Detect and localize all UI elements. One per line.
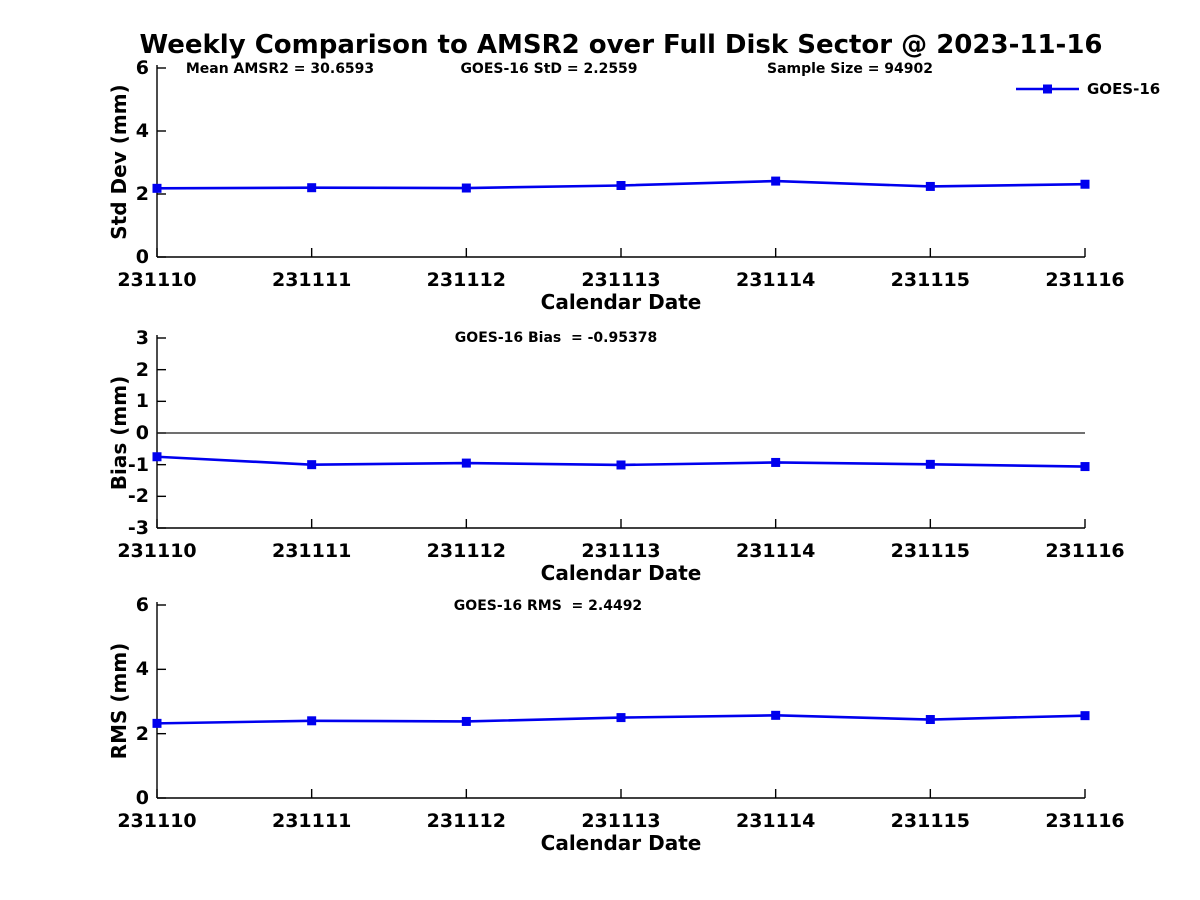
legend-marker-icon — [1043, 84, 1052, 94]
legend-label: GOES-16 — [1087, 80, 1161, 98]
data-point-marker — [307, 716, 317, 726]
annotation-goes16-bias: GOES-16 Bias = -0.95378 — [454, 330, 658, 346]
y-tick-label: 3 — [135, 327, 149, 349]
x-axis-label-3: Calendar Date — [540, 831, 702, 855]
x-tick-label: 231116 — [1045, 810, 1125, 832]
y-tick-label: 6 — [135, 594, 149, 616]
x-tick-label: 231116 — [1045, 269, 1125, 291]
y-tick-label: 6 — [135, 57, 149, 79]
x-tick-label: 231113 — [581, 269, 661, 291]
x-axis-label-2: Calendar Date — [540, 561, 702, 585]
x-tick-label: 231116 — [1045, 540, 1125, 562]
x-tick-label: 231112 — [426, 269, 506, 291]
data-point-marker — [925, 459, 935, 469]
data-point-marker — [616, 713, 626, 723]
data-point-marker — [461, 183, 471, 193]
y-tick-label: -3 — [127, 517, 149, 539]
y-tick-label: 0 — [135, 787, 149, 809]
y-tick-label: 2 — [135, 183, 149, 205]
x-tick-label: 231112 — [426, 810, 506, 832]
y-tick-label: 1 — [135, 390, 149, 413]
x-tick-label: 231113 — [581, 540, 661, 562]
data-point-marker — [461, 716, 471, 726]
x-tick-label: 231115 — [890, 269, 970, 291]
x-tick-label: 231115 — [890, 810, 970, 832]
x-axis-label-1: Calendar Date — [540, 290, 702, 314]
data-point-marker — [616, 180, 626, 190]
annotation-goes16-std: GOES-16 StD = 2.2559 — [460, 61, 638, 77]
y-tick-label: 2 — [135, 358, 149, 381]
annotation-goes16-rms: GOES-16 RMS = 2.4492 — [453, 598, 643, 614]
data-point-marker — [771, 710, 781, 720]
legend-swatch — [1016, 84, 1079, 94]
x-tick-label: 231111 — [271, 269, 352, 291]
figure-title: Weekly Comparison to AMSR2 over Full Dis… — [139, 30, 1103, 60]
y-tick-label: -2 — [127, 485, 149, 508]
x-tick-label: 231110 — [117, 269, 197, 291]
x-tick-label: 231111 — [271, 540, 352, 562]
x-tick-label: 231113 — [581, 810, 661, 832]
data-point-marker — [152, 183, 162, 193]
y-tick-label: 0 — [135, 246, 149, 268]
data-point-marker — [771, 457, 781, 467]
data-point-marker — [925, 181, 935, 191]
x-tick-label: 231110 — [117, 810, 197, 832]
x-tick-label: 231114 — [735, 810, 816, 832]
data-point-marker — [152, 452, 162, 462]
x-tick-label: 231110 — [117, 540, 197, 562]
y-tick-label: -1 — [127, 453, 149, 476]
data-point-marker — [1080, 711, 1090, 721]
y-tick-label: 4 — [135, 120, 149, 142]
annotation-sample-size: Sample Size = 94902 — [766, 61, 934, 77]
x-tick-label: 231112 — [426, 540, 506, 562]
data-point-marker — [1080, 462, 1090, 472]
data-point-marker — [771, 176, 781, 186]
annotation-mean-amsr2: Mean AMSR2 = 30.6593 — [185, 61, 375, 77]
x-tick-label: 231114 — [735, 269, 816, 291]
x-tick-label: 231111 — [271, 810, 352, 832]
y-tick-label: 0 — [135, 422, 149, 444]
data-point-marker — [152, 718, 162, 728]
data-point-marker — [616, 460, 626, 470]
y-tick-label: 2 — [135, 722, 149, 745]
data-point-marker — [307, 183, 317, 193]
data-point-marker — [925, 715, 935, 725]
data-point-marker — [307, 460, 317, 470]
x-tick-label: 231115 — [890, 540, 970, 562]
y-tick-label: 4 — [135, 658, 149, 681]
x-tick-label: 231114 — [735, 540, 816, 562]
data-point-marker — [1080, 179, 1090, 189]
data-point-marker — [461, 458, 471, 468]
